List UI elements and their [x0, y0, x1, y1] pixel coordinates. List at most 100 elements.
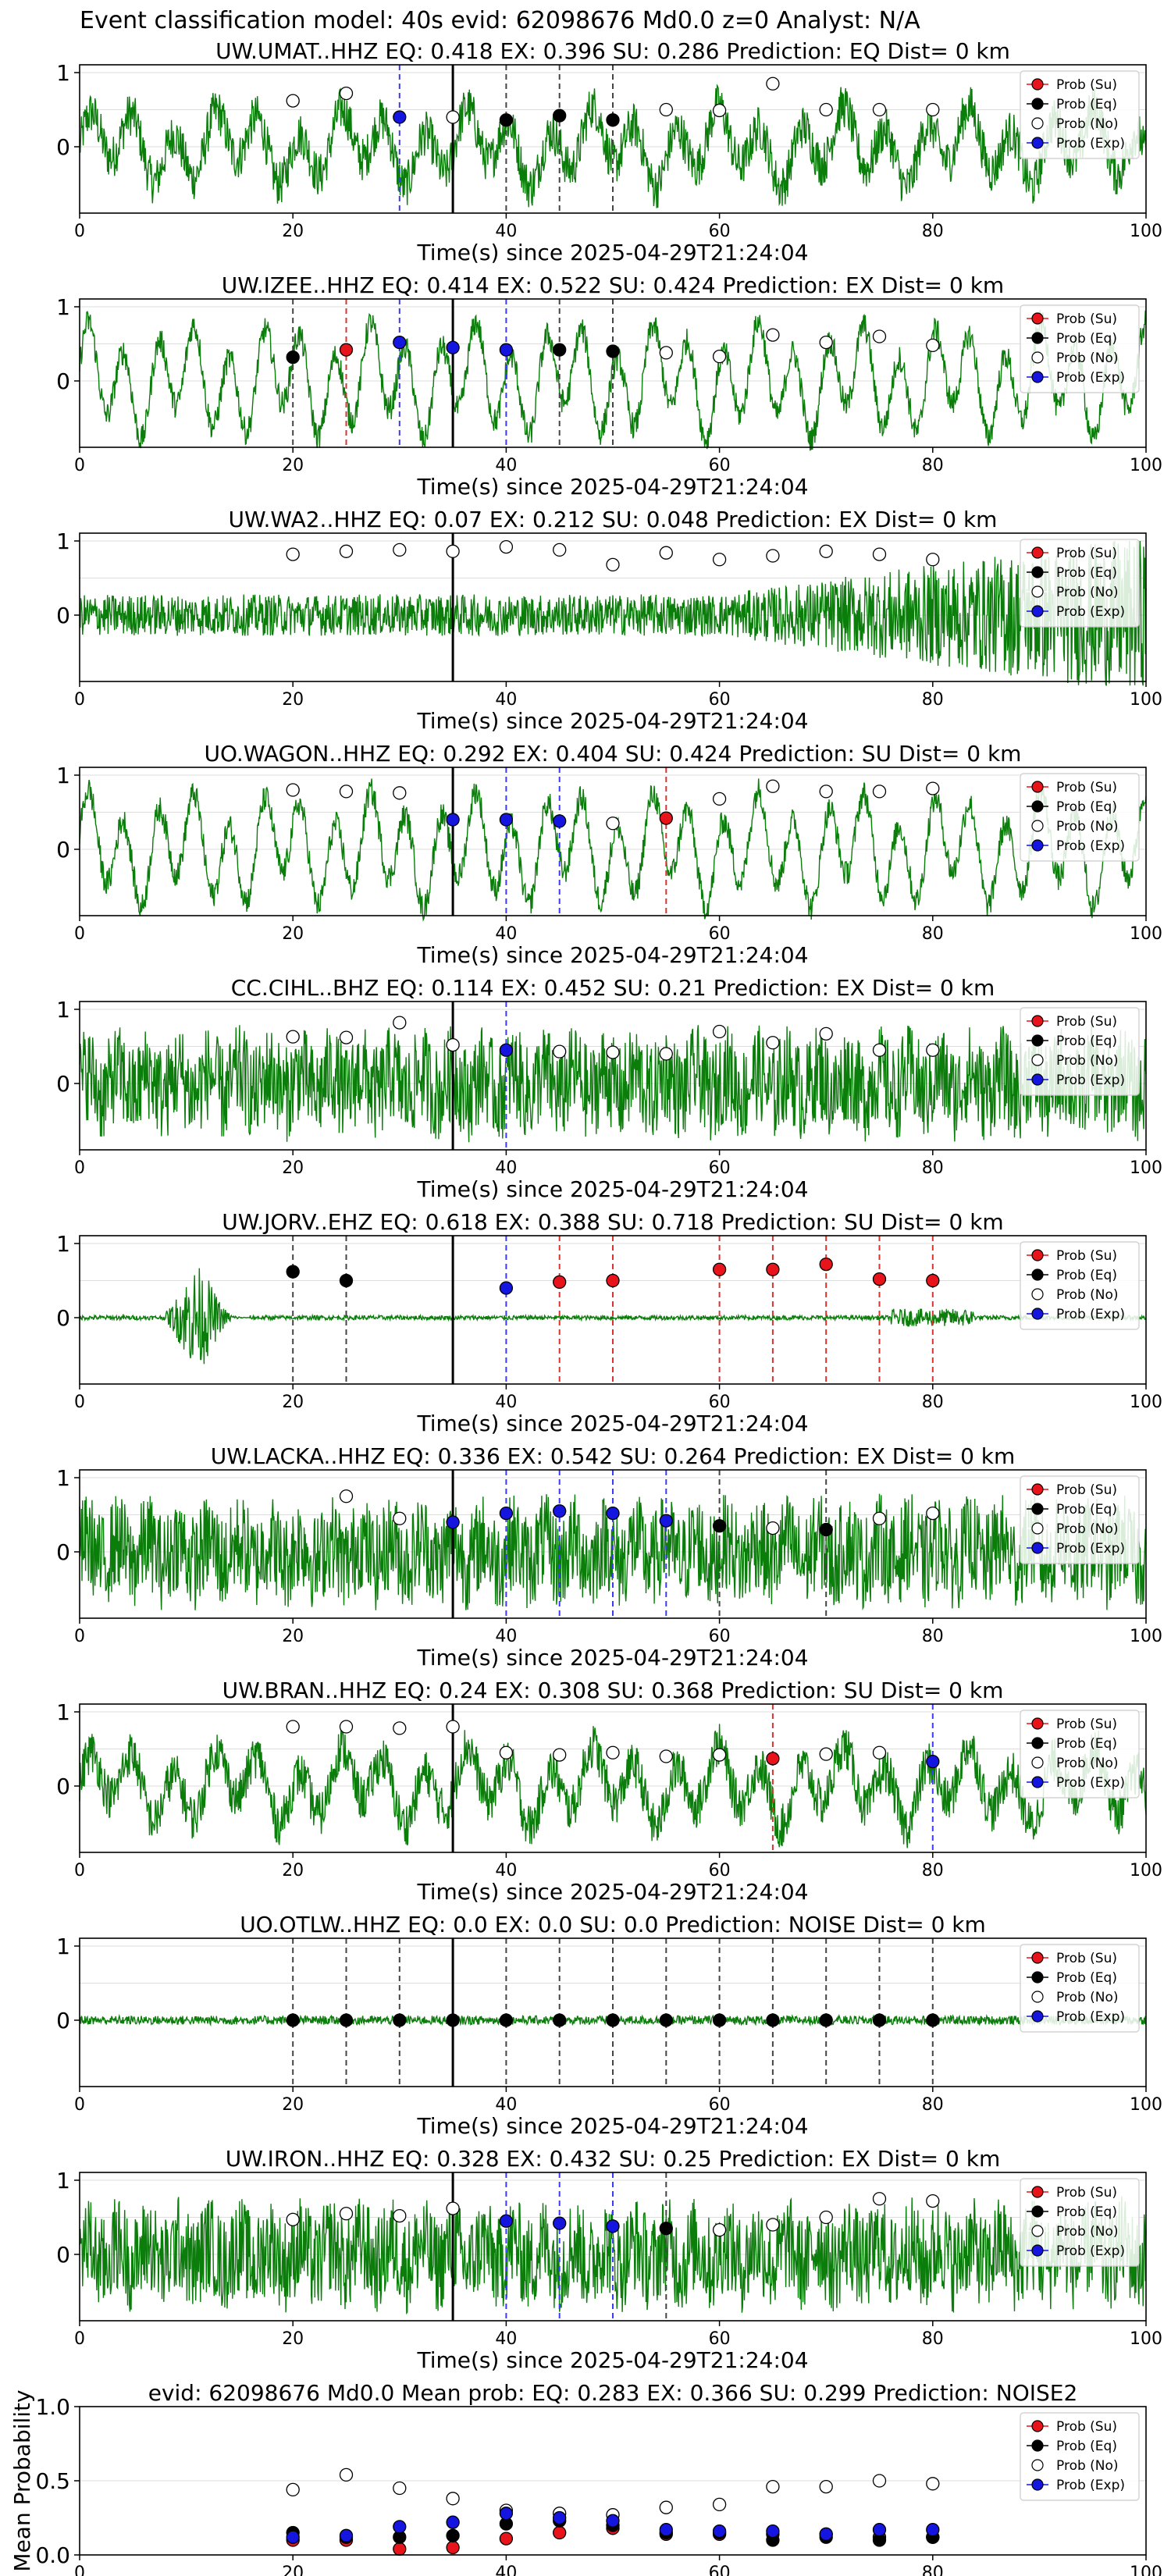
- legend-box: [1020, 1241, 1140, 1330]
- waveform-trace: [79, 1024, 1147, 1143]
- prob-marker-no: [499, 1745, 514, 1759]
- x-tick-label: 0: [74, 1861, 85, 1880]
- prob-marker-no: [659, 1047, 673, 1061]
- legend-label: Prob (Exp): [1056, 2478, 1125, 2493]
- legend-label: Prob (Eq): [1056, 2439, 1117, 2454]
- y-tick-label: 0.0: [35, 2542, 70, 2568]
- legend-label: Prob (Exp): [1056, 1073, 1125, 1088]
- prob-marker-no: [712, 2222, 727, 2237]
- x-tick-label: 60: [709, 924, 731, 944]
- legend-box: [1020, 1007, 1140, 1096]
- axes-frame: [79, 2172, 1147, 2322]
- prob-marker-su: [766, 1752, 780, 1766]
- prob-marker-no: [339, 544, 354, 558]
- mean-marker-no: [339, 2467, 354, 2482]
- x-tick-label: 0: [74, 1158, 85, 1178]
- y-tick-label: 1: [56, 1465, 70, 1491]
- prob-marker-no: [712, 792, 727, 806]
- legend-marker-no: [1031, 1288, 1044, 1300]
- prob-marker-no: [446, 544, 460, 558]
- prob-marker-exp: [606, 1506, 620, 1521]
- x-tick-label: 40: [495, 2564, 517, 2576]
- x-tick-label: 60: [709, 2095, 731, 2115]
- mean-marker-no: [446, 2492, 460, 2506]
- prob-marker-no: [819, 102, 833, 117]
- prob-marker-eq: [553, 2013, 567, 2027]
- y-tick-label: 1: [56, 763, 70, 788]
- legend-box: [1020, 773, 1140, 862]
- x-tick-label: 20: [282, 456, 304, 475]
- subplot-title: CC.CIHL..BHZ EQ: 0.114 EX: 0.452 SU: 0.2…: [231, 975, 995, 1001]
- prob-marker-no: [659, 102, 673, 117]
- prob-marker-no: [766, 549, 780, 563]
- prob-marker-no: [286, 2212, 300, 2227]
- mean-marker-no: [926, 2477, 940, 2491]
- prob-marker-su: [926, 1273, 940, 1288]
- legend-marker-eq: [1031, 1034, 1044, 1047]
- prob-marker-su: [659, 811, 673, 825]
- x-tick-label: 100: [1130, 924, 1162, 944]
- legend-marker-eq: [1031, 2439, 1044, 2452]
- legend-label: Prob (No): [1056, 1287, 1119, 1303]
- prob-marker-no: [393, 786, 407, 800]
- prob-marker-eq: [339, 2013, 354, 2027]
- y-tick-label: 0: [56, 368, 70, 394]
- x-axis-label: Time(s) since 2025-04-29T21:24:04: [416, 708, 808, 734]
- mean-marker-no: [766, 2479, 780, 2494]
- subplot-uo-otlw--hhz: UO.OTLW..HHZ EQ: 0.0 EX: 0.0 SU: 0.0 Pre…: [56, 1912, 1162, 2139]
- x-tick-label: 100: [1130, 1861, 1162, 1880]
- prob-marker-exp: [446, 1515, 460, 1529]
- x-tick-label: 60: [709, 2564, 731, 2576]
- x-tick-label: 60: [709, 1393, 731, 1412]
- prob-marker-eq: [659, 2222, 673, 2236]
- legend-label: Prob (No): [1056, 1990, 1119, 2005]
- prob-marker-eq: [499, 113, 514, 127]
- subplot-title: UW.LACKA..HHZ EQ: 0.336 EX: 0.542 SU: 0.…: [211, 1443, 1016, 1469]
- legend-marker-eq: [1031, 800, 1044, 813]
- legend-label: Prob (Su): [1056, 77, 1117, 93]
- legend-marker-eq: [1031, 566, 1044, 578]
- y-tick-label: 0: [56, 1305, 70, 1331]
- legend-box: [1020, 539, 1140, 628]
- x-tick-label: 100: [1130, 222, 1162, 241]
- prob-marker-no: [446, 1720, 460, 1734]
- x-tick-label: 20: [282, 222, 304, 241]
- subplot-title: UW.JORV..EHZ EQ: 0.618 EX: 0.388 SU: 0.7…: [222, 1209, 1003, 1235]
- x-tick-label: 40: [495, 2329, 517, 2349]
- prob-marker-no: [766, 779, 780, 793]
- y-tick-label: 1: [56, 528, 70, 554]
- mean-marker-exp: [446, 2515, 460, 2529]
- prob-marker-no: [606, 557, 620, 572]
- y-tick-label: 0: [56, 1071, 70, 1097]
- legend-marker-su: [1031, 1249, 1044, 1261]
- prob-marker-no: [446, 1037, 460, 1052]
- x-tick-label: 0: [74, 1393, 85, 1412]
- prob-marker-eq: [712, 1519, 727, 1533]
- prob-marker-su: [606, 1273, 620, 1288]
- legend-marker-su: [1031, 1952, 1044, 1964]
- prob-marker-no: [872, 102, 887, 117]
- prob-marker-exp: [553, 1504, 567, 1518]
- legend-marker-eq: [1031, 1503, 1044, 1515]
- legend-label: Prob (Exp): [1056, 370, 1125, 386]
- x-tick-label: 100: [1130, 690, 1162, 710]
- prob-marker-no: [926, 1043, 940, 1057]
- legend-marker-no: [1031, 2225, 1044, 2237]
- subplot-title: UW.BRAN..HHZ EQ: 0.24 EX: 0.308 SU: 0.36…: [222, 1678, 1004, 1703]
- x-tick-label: 80: [922, 1158, 944, 1178]
- prob-marker-no: [339, 785, 354, 799]
- x-tick-label: 60: [709, 2329, 731, 2349]
- prob-marker-eq: [819, 1522, 833, 1537]
- y-tick-label: 0: [56, 134, 70, 160]
- legend-label: Prob (No): [1056, 2224, 1119, 2240]
- x-axis-label: Time(s) since 2025-04-29T21:24:04: [416, 2347, 808, 2373]
- prob-marker-no: [499, 539, 514, 554]
- prob-marker-eq: [553, 343, 567, 357]
- x-axis-label: Time(s) since 2025-04-29T21:24:04: [416, 1176, 808, 1202]
- legend-marker-eq: [1031, 1268, 1044, 1281]
- mean-marker-su: [393, 2542, 407, 2556]
- legend-label: Prob (Su): [1056, 1014, 1117, 1030]
- legend-marker-exp: [1031, 1308, 1044, 1320]
- legend-label: Prob (Eq): [1056, 1268, 1117, 1283]
- mean-marker-no: [819, 2479, 833, 2494]
